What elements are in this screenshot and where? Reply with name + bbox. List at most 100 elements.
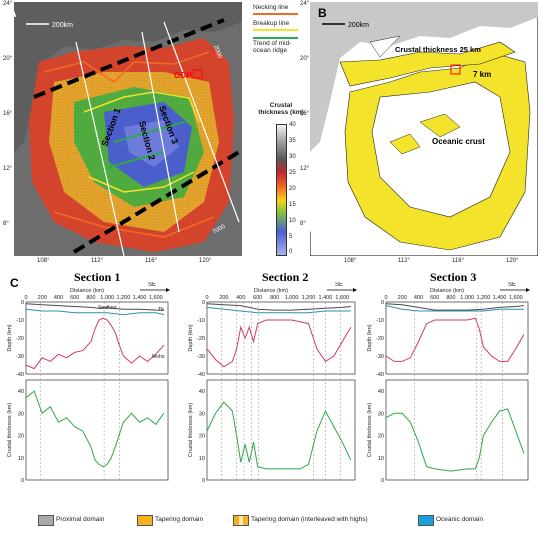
odp-label: ODP bbox=[174, 71, 192, 80]
x-tick-label: 600 bbox=[70, 295, 79, 301]
map-b-lat-tick: 16° bbox=[300, 111, 310, 117]
colorbar-tick: 20 bbox=[289, 186, 296, 192]
x-tick-label: 400 bbox=[414, 295, 423, 301]
x-tick-label: 600 bbox=[430, 295, 439, 301]
y-tick-label: 10 bbox=[378, 456, 384, 462]
necking-line-swatch bbox=[253, 13, 298, 15]
x-tick-label: 1,400 bbox=[493, 295, 507, 301]
x-tick-label: 1,400 bbox=[133, 295, 147, 301]
annot-crustal-thickness: Crustal thickness 25 km bbox=[395, 45, 481, 54]
y-tick-label: -40 bbox=[376, 372, 384, 378]
map-b-lat-tick: 8° bbox=[300, 221, 306, 227]
map-b-lat-tick: 24° bbox=[300, 1, 310, 7]
thickness-line bbox=[25, 390, 165, 468]
map-a-lon-tick: 108° bbox=[37, 258, 50, 264]
legend-tapering: Tapering domain bbox=[155, 516, 204, 523]
panel-a-label: A bbox=[8, 6, 17, 20]
colorbar-tick: 25 bbox=[289, 170, 296, 176]
legend-tapering-highs: Tapering domain (interleaved with highs) bbox=[251, 516, 368, 523]
depth-plot-frame bbox=[25, 301, 169, 375]
se-label: SE bbox=[335, 282, 343, 288]
x-tick-label: 800 bbox=[446, 295, 455, 301]
map-b-lon-tick: 108° bbox=[344, 258, 357, 264]
x-axis-label: Distance (km) bbox=[254, 288, 288, 294]
thickness-plot-frame bbox=[385, 379, 529, 481]
y-tick-label: 0 bbox=[21, 300, 24, 306]
x-axis-label: Distance (km) bbox=[430, 288, 464, 294]
series-line-seafloor bbox=[385, 303, 524, 311]
map-a-lon-tick: 116° bbox=[145, 258, 157, 264]
x-tick-label: 1,200 bbox=[476, 295, 490, 301]
land-area bbox=[310, 2, 538, 152]
legend-breakup-line: Breakup line bbox=[253, 20, 290, 27]
x-tick-label: 200 bbox=[38, 295, 47, 301]
y-tick-label: 20 bbox=[378, 434, 384, 440]
thickness-line bbox=[206, 401, 352, 470]
y-tick-label: 0 bbox=[381, 478, 384, 484]
y-tick-label: 0 bbox=[21, 478, 24, 484]
y-tick-label: 40 bbox=[378, 389, 384, 395]
y-tick-label: 0 bbox=[202, 300, 205, 306]
map-b-lon-tick: 112° bbox=[398, 258, 410, 264]
series-line-tb bbox=[206, 306, 351, 314]
x-tick-label: 1,000 bbox=[285, 295, 299, 301]
section-title: Section 2 bbox=[262, 270, 309, 284]
y-tick-label: 10 bbox=[199, 456, 205, 462]
y-axis-label: Depth (km) bbox=[367, 324, 373, 351]
map-a-lon-tick: 120° bbox=[199, 258, 212, 264]
x-tick-label: 1,600 bbox=[149, 295, 163, 301]
panel-b-label: B bbox=[318, 6, 327, 20]
se-label: SE bbox=[508, 282, 516, 288]
legend-proximal: Proximal domain bbox=[56, 516, 105, 523]
x-tick-label: 0 bbox=[205, 295, 208, 301]
x-tick-label: 1,200 bbox=[302, 295, 316, 301]
map-b-lat-tick: 12° bbox=[300, 166, 310, 172]
map-b: 200km Crustal thickness 25 km 7 km Ocean… bbox=[310, 2, 538, 256]
tb-label: Tb bbox=[158, 307, 164, 313]
section-title: Section 3 bbox=[430, 270, 477, 284]
legend-ridge-trend: Trend of mid-ocean ridge bbox=[253, 40, 292, 54]
map-b-scale-label: 200km bbox=[348, 22, 369, 29]
map-b-lon-tick: 120° bbox=[506, 258, 519, 264]
series-line-tb bbox=[25, 308, 165, 316]
y-axis-label: Crustal thickness (km) bbox=[7, 403, 13, 458]
tapering-swatch bbox=[137, 515, 153, 526]
x-tick-label: 800 bbox=[270, 295, 279, 301]
map-a-lat-tick: 24° bbox=[3, 1, 13, 7]
y-tick-label: -40 bbox=[16, 372, 24, 378]
series-line-tb bbox=[385, 305, 524, 312]
y-tick-label: -30 bbox=[16, 354, 24, 360]
map-b-lat-tick: 20° bbox=[300, 56, 310, 62]
profile-charts: 0 200 400 600 800 1,000 1,200 1,400 1,600Distanc… bbox=[7, 282, 530, 484]
y-axis-label: Depth (km) bbox=[188, 324, 194, 351]
map-b-lon-tick: 116° bbox=[452, 258, 464, 264]
y-tick-label: 20 bbox=[199, 434, 205, 440]
x-tick-label: 800 bbox=[86, 295, 95, 301]
y-tick-label: 30 bbox=[18, 411, 24, 417]
depth-label: 2000 bbox=[212, 45, 222, 60]
x-tick-label: 1,600 bbox=[509, 295, 523, 301]
y-tick-label: -20 bbox=[376, 336, 384, 342]
colorbar-tick: 40 bbox=[289, 122, 296, 128]
x-tick-label: 1,000 bbox=[460, 295, 474, 301]
map-a-lat-tick: 12° bbox=[3, 166, 13, 172]
y-tick-label: -40 bbox=[197, 372, 205, 378]
x-tick-label: 200 bbox=[398, 295, 407, 301]
y-tick-label: 10 bbox=[18, 456, 24, 462]
thickness-plot-frame bbox=[206, 379, 356, 481]
x-tick-label: 1,200 bbox=[116, 295, 130, 301]
tapering-highs-swatch bbox=[233, 515, 249, 526]
map-a-lat-tick: 20° bbox=[3, 56, 13, 62]
x-tick-label: 400 bbox=[54, 295, 63, 301]
legend-necking-line: Necking line bbox=[253, 4, 289, 11]
x-tick-label: 600 bbox=[253, 295, 262, 301]
y-tick-label: -30 bbox=[197, 354, 205, 360]
x-tick-label: 0 bbox=[24, 295, 27, 301]
colorbar-title: Crustal thickness (km) bbox=[258, 102, 304, 116]
series-line-moho bbox=[385, 317, 525, 362]
y-tick-label: -30 bbox=[376, 354, 384, 360]
y-tick-label: -20 bbox=[197, 336, 205, 342]
map-a: 200km ODP Section 3 Section 2 Section 1 … bbox=[14, 2, 242, 256]
x-tick-label: 1,000 bbox=[100, 295, 114, 301]
colorbar-tick: 35 bbox=[289, 138, 296, 144]
